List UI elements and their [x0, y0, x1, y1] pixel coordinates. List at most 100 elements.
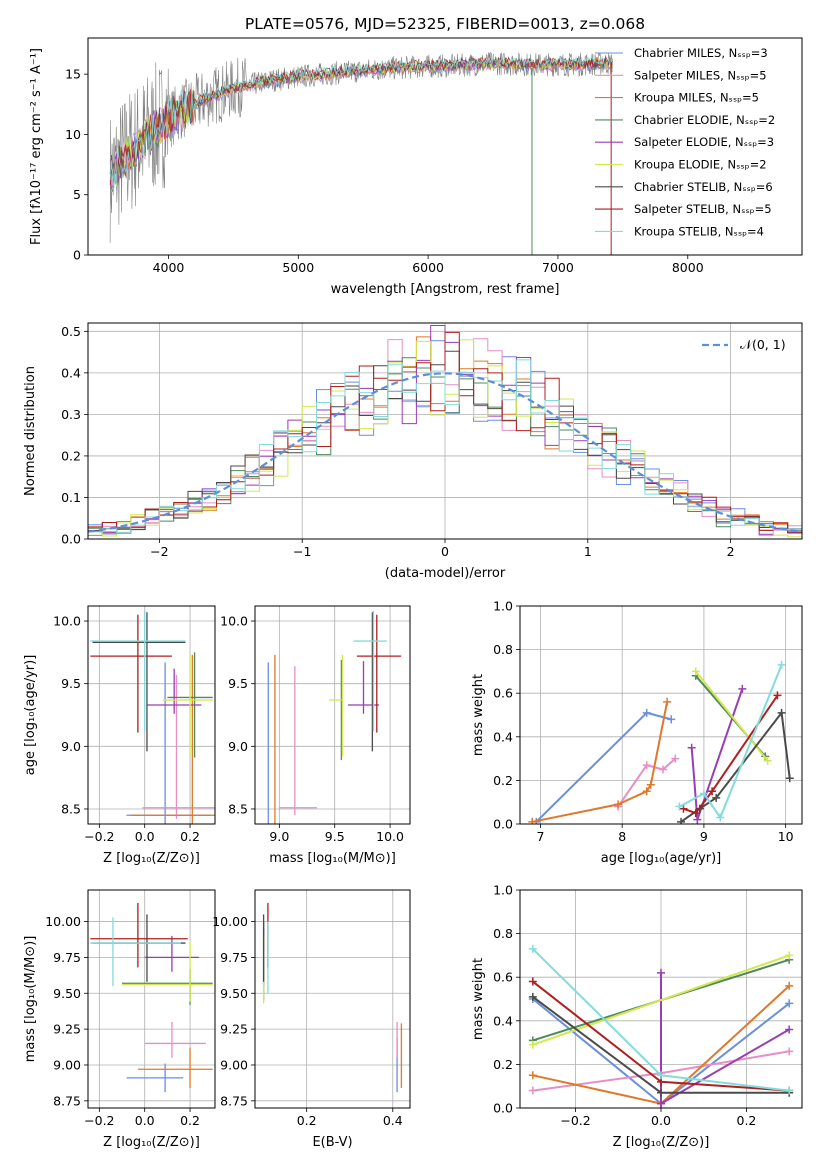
y-tick-label: 9.25 — [53, 1022, 81, 1037]
y-tick-label: 15 — [65, 67, 81, 82]
plot-area-mass_vs_EBV — [255, 890, 410, 1108]
mass-weight-marker — [777, 708, 786, 717]
mass-weight-line — [694, 670, 769, 762]
spectrum-model-line — [109, 56, 613, 185]
legend-label: Chabrier MILES, Nₛₛₚ=3 — [634, 46, 768, 60]
y-tick-label: 9.00 — [220, 1057, 248, 1072]
spectrum-model-line — [109, 56, 613, 179]
residual-histogram — [88, 359, 802, 539]
mass-weight-marker — [528, 817, 537, 824]
y-axis-label: mass [log₁₀(M/M⊙)] — [23, 936, 38, 1063]
mass-weight-marker — [528, 1086, 537, 1095]
y-tick-label: 10.0 — [220, 614, 248, 629]
y-axis-label: age [log₁₀(age/yr)] — [23, 655, 38, 776]
mass-weight-marker — [657, 1088, 665, 1097]
y-axis-label: Flux [fλ10⁻¹⁷ erg cm⁻² s⁻¹ A⁻¹] — [29, 48, 44, 245]
y-tick-label: 0.8 — [493, 642, 513, 657]
mass-weight-marker — [528, 1071, 537, 1080]
mass-weight-marker — [642, 787, 651, 796]
legend-label: Kroupa STELIB, Nₛₛₚ=4 — [634, 224, 764, 238]
y-tick-label: 0.2 — [493, 1057, 513, 1072]
mass-weight-line — [535, 711, 672, 823]
axes-spectrum: 4000 5000 6000 7000 8000 0 5 10 15 wavelength [An… — [29, 37, 803, 297]
normal-curve — [88, 372, 802, 533]
mass-weight-marker — [773, 691, 782, 700]
x-tick-label: 9.5 — [325, 829, 345, 844]
y-tick-label: 8.5 — [61, 801, 81, 816]
x-tick-label: 0.2 — [297, 1113, 317, 1128]
y-tick-label: 8.5 — [228, 801, 248, 816]
axes-massweight_vs_Z: −0.2 0.0 0.2 0.0 0.2 0.4 0.6 0.8 1.0 Z [log₁₀(Z/Z… — [471, 883, 803, 1150]
y-axis-label: mass weight — [471, 958, 486, 1040]
mass-weight-marker — [659, 765, 668, 774]
x-tick-label: 0.2 — [180, 829, 200, 844]
y-tick-label: 9.00 — [53, 1057, 81, 1072]
mass-weight-marker — [528, 1040, 537, 1049]
x-axis-label: Z [log₁₀(Z/Z⊙)] — [613, 1135, 710, 1150]
x-tick-label: 0.2 — [180, 1113, 200, 1128]
legend-label: Salpeter STELIB, Nₛₛₚ=5 — [634, 202, 772, 216]
x-tick-label: 10 — [778, 829, 794, 844]
axes-frame — [519, 605, 803, 825]
y-tick-label: 0.4 — [493, 1013, 513, 1028]
x-axis-label: mass [log₁₀(M/M⊙)] — [269, 851, 396, 866]
mass-weight-marker — [657, 968, 665, 977]
y-axis-label: Normed distribution — [23, 366, 38, 496]
axes-mass_vs_Z: −0.2 0.0 0.2 8.75 9.00 9.25 9.50 9.75 10.00 Z [lo… — [23, 889, 216, 1150]
x-tick-label: 0.4 — [383, 1113, 403, 1128]
y-tick-label: 9.75 — [53, 950, 81, 965]
x-tick-label: 10.0 — [376, 829, 404, 844]
mass-weight-marker — [687, 743, 696, 752]
y-tick-label: 10.00 — [212, 914, 248, 929]
y-tick-label: 1.0 — [493, 883, 513, 898]
y-tick-label: 9.5 — [228, 676, 248, 691]
plot-area-residuals — [88, 323, 802, 539]
x-tick-label: 0 — [441, 544, 449, 559]
mass-weight-marker — [785, 951, 794, 960]
legend-label: Kroupa MILES, Nₛₛₚ=5 — [634, 91, 759, 105]
legend-label: Chabrier ELODIE, Nₛₛₚ=2 — [634, 113, 775, 127]
spectrum-model-line — [109, 55, 613, 189]
mass-weight-marker — [657, 1099, 665, 1108]
y-tick-label: 5 — [73, 187, 81, 202]
mass-weight-marker — [663, 697, 672, 706]
x-tick-label: 0.0 — [135, 1113, 155, 1128]
x-tick-label: 0.0 — [651, 1113, 671, 1128]
mass-weight-marker — [785, 1086, 794, 1095]
mass-weight-marker — [716, 813, 725, 822]
axes-frame — [87, 322, 803, 540]
figure-title: PLATE=0576, MJD=52325, FIBERID=0013, z=0… — [245, 15, 645, 33]
x-tick-label: 9.0 — [269, 829, 289, 844]
legend-label: Salpeter ELODIE, Nₛₛₚ=3 — [634, 135, 774, 149]
mass-weight-marker — [691, 667, 700, 676]
x-axis-label: E(B-V) — [312, 1135, 352, 1150]
axes-frame — [87, 37, 803, 256]
x-tick-label: 7 — [536, 829, 544, 844]
x-tick-label: 0.2 — [737, 1113, 757, 1128]
axes-frame — [254, 889, 411, 1109]
plot-area-massweight_vs_age — [520, 606, 802, 824]
axes-frame — [519, 889, 803, 1109]
mass-weight-marker — [614, 800, 623, 809]
mass-weight-marker — [642, 708, 651, 717]
mass-weight-marker — [679, 804, 688, 813]
y-tick-label: 8.75 — [53, 1093, 81, 1108]
x-tick-label: 8000 — [672, 260, 704, 275]
mass-weight-marker — [646, 780, 655, 789]
axes-frame — [87, 605, 216, 825]
y-tick-label: 0.4 — [493, 729, 513, 744]
y-axis-label: mass weight — [471, 674, 486, 756]
y-tick-label: 9.75 — [220, 950, 248, 965]
axes-frame — [254, 605, 411, 825]
axes-massweight_vs_age: 7 8 9 10 0.0 0.2 0.4 0.6 0.8 1.0 age [log₁₀(age/yr… — [471, 599, 803, 866]
mass-weight-marker — [642, 761, 651, 770]
mass-weight-marker — [738, 684, 747, 693]
y-tick-label: 0.2 — [493, 773, 513, 788]
y-tick-label: 0.0 — [493, 817, 513, 832]
legend-label: Kroupa ELODIE, Nₛₛₚ=2 — [634, 158, 767, 172]
mass-weight-marker — [528, 977, 537, 986]
x-tick-label: 8 — [618, 829, 626, 844]
y-tick-label: 0.6 — [493, 686, 513, 701]
mass-weight-marker — [763, 756, 772, 765]
